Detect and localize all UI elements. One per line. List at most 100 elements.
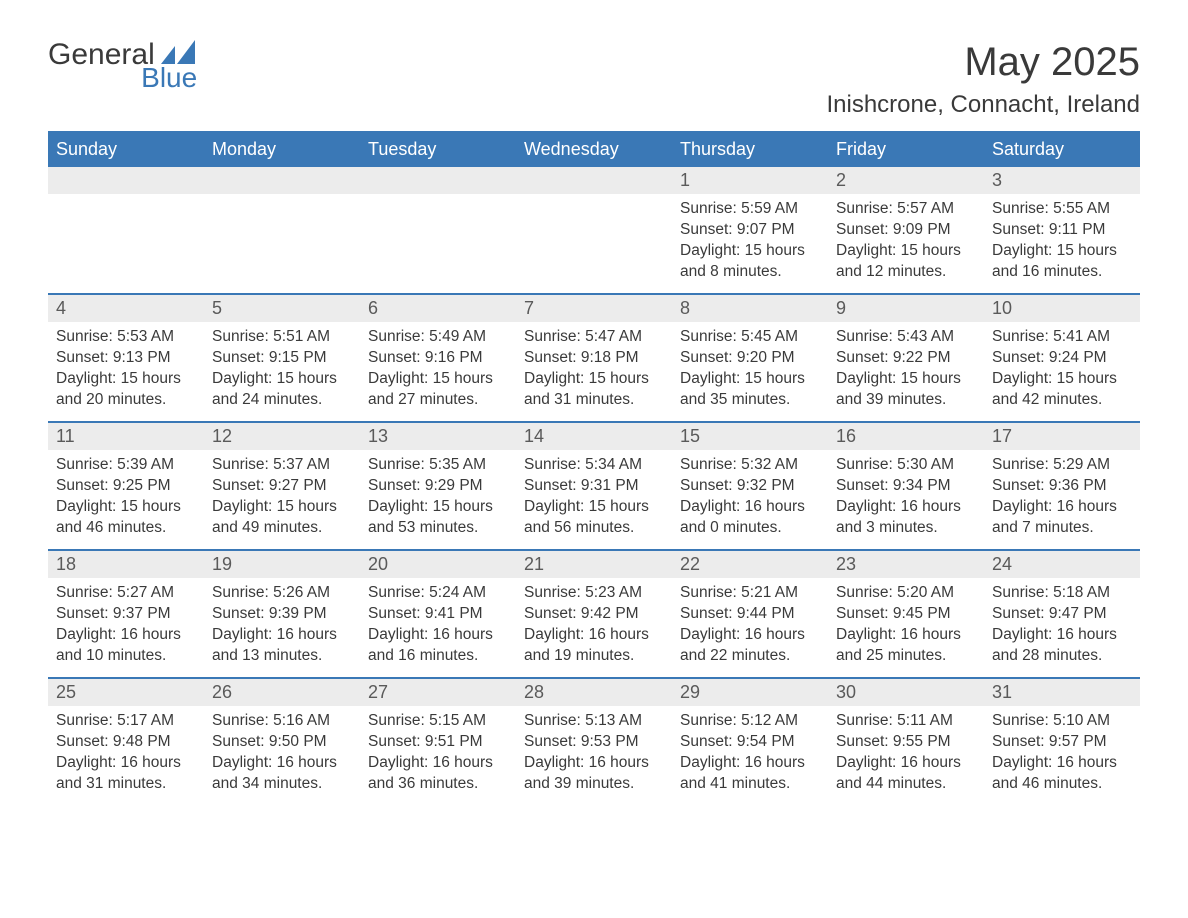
- calendar-day: 5Sunrise: 5:51 AMSunset: 9:15 PMDaylight…: [204, 295, 360, 421]
- day-sunrise: Sunrise: 5:57 AM: [836, 199, 976, 220]
- day-details: Sunrise: 5:27 AMSunset: 9:37 PMDaylight:…: [48, 578, 204, 673]
- calendar-day: 17Sunrise: 5:29 AMSunset: 9:36 PMDayligh…: [984, 423, 1140, 549]
- calendar-day-empty: [48, 167, 204, 293]
- day-number: 28: [516, 679, 672, 706]
- calendar-day: 8Sunrise: 5:45 AMSunset: 9:20 PMDaylight…: [672, 295, 828, 421]
- day-day2: and 3 minutes.: [836, 518, 976, 539]
- day-day2: and 39 minutes.: [524, 774, 664, 795]
- day-sunset: Sunset: 9:42 PM: [524, 604, 664, 625]
- day-number: 14: [516, 423, 672, 450]
- day-sunrise: Sunrise: 5:34 AM: [524, 455, 664, 476]
- day-sunset: Sunset: 9:15 PM: [212, 348, 352, 369]
- day-sunrise: Sunrise: 5:24 AM: [368, 583, 508, 604]
- day-sunrise: Sunrise: 5:39 AM: [56, 455, 196, 476]
- day-day1: Daylight: 16 hours: [992, 625, 1132, 646]
- day-number: 19: [204, 551, 360, 578]
- day-day2: and 13 minutes.: [212, 646, 352, 667]
- day-number: 6: [360, 295, 516, 322]
- calendar-day-empty: [516, 167, 672, 293]
- page-title: May 2025: [826, 40, 1140, 85]
- calendar-day: 21Sunrise: 5:23 AMSunset: 9:42 PMDayligh…: [516, 551, 672, 677]
- calendar-day: 31Sunrise: 5:10 AMSunset: 9:57 PMDayligh…: [984, 679, 1140, 805]
- day-details: Sunrise: 5:26 AMSunset: 9:39 PMDaylight:…: [204, 578, 360, 673]
- day-day1: Daylight: 16 hours: [368, 625, 508, 646]
- day-day2: and 31 minutes.: [524, 390, 664, 411]
- day-number: 10: [984, 295, 1140, 322]
- day-details: Sunrise: 5:30 AMSunset: 9:34 PMDaylight:…: [828, 450, 984, 545]
- day-day2: and 27 minutes.: [368, 390, 508, 411]
- day-day1: Daylight: 16 hours: [524, 625, 664, 646]
- day-sunset: Sunset: 9:37 PM: [56, 604, 196, 625]
- calendar-day: 22Sunrise: 5:21 AMSunset: 9:44 PMDayligh…: [672, 551, 828, 677]
- day-sunrise: Sunrise: 5:35 AM: [368, 455, 508, 476]
- weekday-header: Monday: [204, 133, 360, 167]
- day-details: Sunrise: 5:11 AMSunset: 9:55 PMDaylight:…: [828, 706, 984, 801]
- day-sunrise: Sunrise: 5:18 AM: [992, 583, 1132, 604]
- day-day2: and 56 minutes.: [524, 518, 664, 539]
- day-sunset: Sunset: 9:55 PM: [836, 732, 976, 753]
- day-sunset: Sunset: 9:47 PM: [992, 604, 1132, 625]
- day-sunrise: Sunrise: 5:41 AM: [992, 327, 1132, 348]
- day-sunrise: Sunrise: 5:12 AM: [680, 711, 820, 732]
- day-sunrise: Sunrise: 5:20 AM: [836, 583, 976, 604]
- day-sunrise: Sunrise: 5:13 AM: [524, 711, 664, 732]
- calendar-day: 27Sunrise: 5:15 AMSunset: 9:51 PMDayligh…: [360, 679, 516, 805]
- day-day1: Daylight: 16 hours: [56, 753, 196, 774]
- weekday-header: Tuesday: [360, 133, 516, 167]
- weekday-header: Friday: [828, 133, 984, 167]
- day-sunset: Sunset: 9:13 PM: [56, 348, 196, 369]
- day-day2: and 39 minutes.: [836, 390, 976, 411]
- day-day1: Daylight: 16 hours: [212, 625, 352, 646]
- day-day2: and 12 minutes.: [836, 262, 976, 283]
- day-day2: and 46 minutes.: [56, 518, 196, 539]
- day-number: [516, 167, 672, 194]
- calendar-day: 28Sunrise: 5:13 AMSunset: 9:53 PMDayligh…: [516, 679, 672, 805]
- day-details: Sunrise: 5:18 AMSunset: 9:47 PMDaylight:…: [984, 578, 1140, 673]
- day-day2: and 10 minutes.: [56, 646, 196, 667]
- day-sunset: Sunset: 9:50 PM: [212, 732, 352, 753]
- day-details: Sunrise: 5:13 AMSunset: 9:53 PMDaylight:…: [516, 706, 672, 801]
- day-day2: and 22 minutes.: [680, 646, 820, 667]
- day-number: 18: [48, 551, 204, 578]
- day-sunset: Sunset: 9:11 PM: [992, 220, 1132, 241]
- calendar-day: 1Sunrise: 5:59 AMSunset: 9:07 PMDaylight…: [672, 167, 828, 293]
- day-sunset: Sunset: 9:32 PM: [680, 476, 820, 497]
- day-number: 30: [828, 679, 984, 706]
- day-details: Sunrise: 5:17 AMSunset: 9:48 PMDaylight:…: [48, 706, 204, 801]
- day-day1: Daylight: 16 hours: [836, 625, 976, 646]
- calendar-day: 29Sunrise: 5:12 AMSunset: 9:54 PMDayligh…: [672, 679, 828, 805]
- day-day2: and 16 minutes.: [992, 262, 1132, 283]
- day-day1: Daylight: 16 hours: [680, 753, 820, 774]
- day-number: 9: [828, 295, 984, 322]
- day-day2: and 53 minutes.: [368, 518, 508, 539]
- day-details: Sunrise: 5:51 AMSunset: 9:15 PMDaylight:…: [204, 322, 360, 417]
- day-day2: and 7 minutes.: [992, 518, 1132, 539]
- day-day1: Daylight: 15 hours: [524, 369, 664, 390]
- day-details: Sunrise: 5:55 AMSunset: 9:11 PMDaylight:…: [984, 194, 1140, 289]
- day-number: 4: [48, 295, 204, 322]
- day-number: 27: [360, 679, 516, 706]
- day-number: 23: [828, 551, 984, 578]
- header: General Blue May 2025 Inishcrone, Connac…: [48, 40, 1140, 119]
- day-number: 22: [672, 551, 828, 578]
- day-sunset: Sunset: 9:45 PM: [836, 604, 976, 625]
- calendar-day: 25Sunrise: 5:17 AMSunset: 9:48 PMDayligh…: [48, 679, 204, 805]
- weekday-header-row: SundayMondayTuesdayWednesdayThursdayFrid…: [48, 133, 1140, 167]
- day-details: Sunrise: 5:35 AMSunset: 9:29 PMDaylight:…: [360, 450, 516, 545]
- calendar-day: 16Sunrise: 5:30 AMSunset: 9:34 PMDayligh…: [828, 423, 984, 549]
- day-details: Sunrise: 5:45 AMSunset: 9:20 PMDaylight:…: [672, 322, 828, 417]
- calendar-week: 1Sunrise: 5:59 AMSunset: 9:07 PMDaylight…: [48, 167, 1140, 293]
- day-day2: and 34 minutes.: [212, 774, 352, 795]
- day-day1: Daylight: 16 hours: [836, 497, 976, 518]
- day-details: Sunrise: 5:10 AMSunset: 9:57 PMDaylight:…: [984, 706, 1140, 801]
- day-sunset: Sunset: 9:51 PM: [368, 732, 508, 753]
- day-details: Sunrise: 5:57 AMSunset: 9:09 PMDaylight:…: [828, 194, 984, 289]
- day-number: 13: [360, 423, 516, 450]
- calendar-day: 19Sunrise: 5:26 AMSunset: 9:39 PMDayligh…: [204, 551, 360, 677]
- logo-text: General Blue: [48, 40, 195, 92]
- day-day1: Daylight: 16 hours: [992, 497, 1132, 518]
- day-day1: Daylight: 16 hours: [680, 497, 820, 518]
- calendar-day: 4Sunrise: 5:53 AMSunset: 9:13 PMDaylight…: [48, 295, 204, 421]
- day-details: Sunrise: 5:59 AMSunset: 9:07 PMDaylight:…: [672, 194, 828, 289]
- day-number: 15: [672, 423, 828, 450]
